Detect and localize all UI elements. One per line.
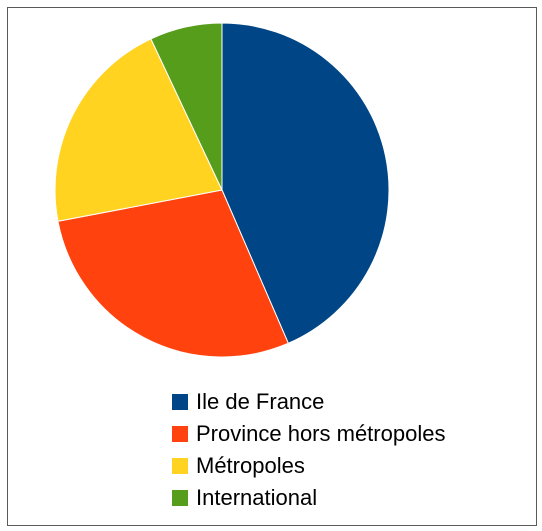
legend-swatch-province-hors-metropoles bbox=[172, 426, 188, 442]
legend-swatch-ile-de-france bbox=[172, 394, 188, 410]
pie-slice-ile-de-france bbox=[221, 22, 390, 344]
pie-slices bbox=[54, 22, 390, 358]
legend-label-metropoles: Métropoles bbox=[196, 453, 305, 478]
legend-item-metropoles: Métropoles bbox=[172, 450, 445, 482]
legend-item-international: International bbox=[172, 482, 445, 514]
legend-label-province-hors-metropoles: Province hors métropoles bbox=[196, 421, 446, 446]
chart-legend: Ile de France Province hors métropoles M… bbox=[172, 386, 445, 514]
pie-slice-international bbox=[150, 22, 223, 191]
legend-swatch-metropoles bbox=[172, 458, 188, 474]
legend-item-ile-de-france: Ile de France bbox=[172, 386, 445, 418]
pie-slice-province-hors-metropoles bbox=[57, 189, 289, 358]
legend-label-ile-de-france: Ile de France bbox=[196, 389, 325, 414]
pie-slice-metropoles bbox=[54, 38, 223, 222]
legend-item-province-hors-metropoles: Province hors métropoles bbox=[172, 418, 445, 450]
legend-swatch-international bbox=[172, 490, 188, 506]
legend-label-international: International bbox=[196, 485, 318, 510]
